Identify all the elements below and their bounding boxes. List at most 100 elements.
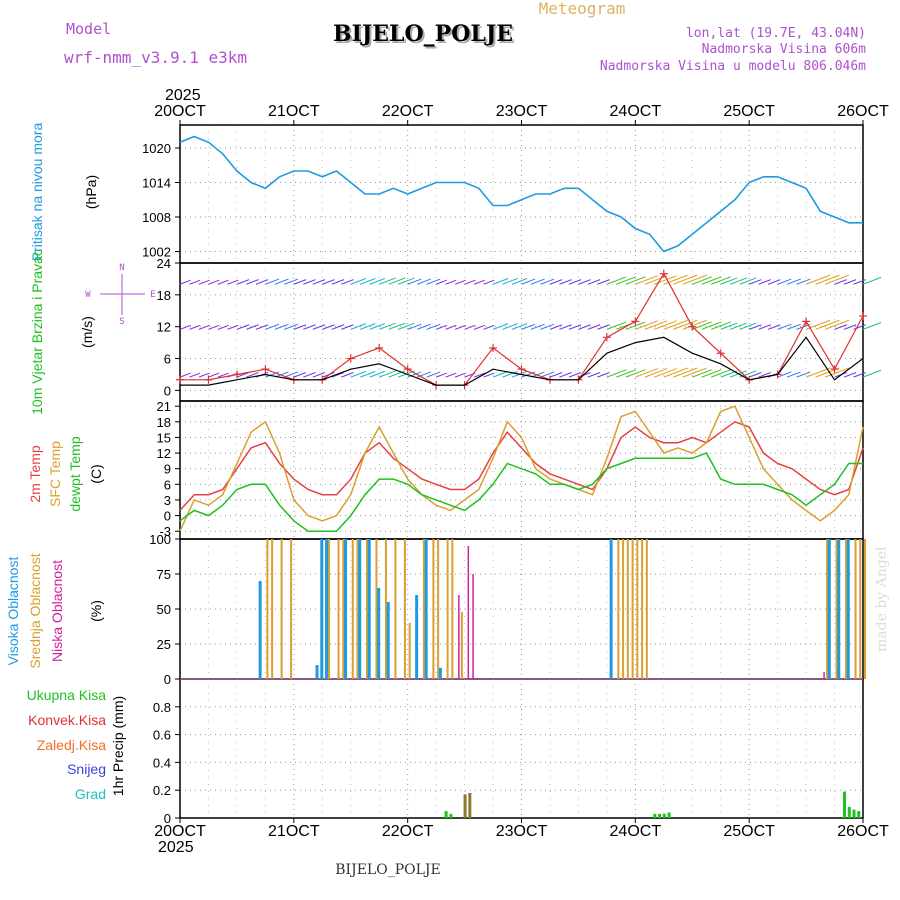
high-cloud-bar	[827, 539, 831, 679]
mid-cloud-bar	[271, 539, 274, 679]
wind-arrow	[284, 323, 299, 330]
ytick-label: 0	[164, 509, 171, 524]
wind-arrow	[843, 372, 857, 378]
wind-arrow	[331, 324, 345, 330]
wind-arrow	[568, 324, 582, 330]
wind-arrow	[293, 324, 307, 330]
wind-arrow	[388, 322, 406, 330]
wind-arrow	[473, 324, 485, 330]
wind-arrow	[511, 323, 528, 330]
high-cloud-bar	[609, 539, 613, 679]
ytick-label: 6	[164, 352, 171, 367]
wind-arrow	[673, 319, 698, 330]
wind-arrow	[303, 324, 316, 330]
gust-marker	[631, 317, 640, 326]
wind-arrow	[786, 371, 801, 378]
wind-arrow	[692, 276, 712, 285]
mid-cloud-bar	[645, 539, 648, 679]
wind-arrow	[198, 324, 210, 330]
precip-bar	[468, 792, 472, 818]
high-cloud-bar	[367, 539, 371, 679]
precip-bar	[449, 813, 453, 818]
wind-arrow	[578, 324, 591, 330]
wind-arrow	[701, 321, 722, 330]
wind-arrow	[843, 279, 857, 285]
wind-arrow	[777, 278, 792, 285]
wind-arrow	[227, 279, 239, 285]
wind-arrow	[492, 323, 509, 330]
wind-compass: N S W E	[85, 263, 155, 327]
wind-arrow	[426, 278, 441, 285]
legend-hail: Grad	[75, 786, 106, 802]
wind-arrow	[511, 278, 528, 285]
wind-ylabel: 10m Vjetar Brzina i Pravac	[29, 249, 45, 415]
mid-cloud-bar	[280, 539, 283, 679]
wind-arrow	[587, 324, 601, 330]
wind-arrow	[843, 324, 857, 330]
wind-arrow	[654, 320, 677, 330]
wind-arrow	[711, 369, 731, 378]
wind-arrow	[445, 279, 457, 285]
mid-cloud-bar	[328, 539, 331, 679]
wind-arrow	[635, 275, 658, 285]
high-cloud-bar	[846, 539, 850, 679]
wind-arrow	[673, 367, 698, 378]
legend-frozen: Zaledj.Kisa	[37, 737, 106, 753]
wind-arrow	[805, 367, 831, 378]
pressure-line	[179, 135, 863, 253]
gust-marker	[859, 312, 867, 321]
gust-marker	[204, 375, 213, 384]
wind-arrow	[360, 370, 376, 378]
mid-cloud-bar	[342, 539, 345, 679]
wind-arrow	[853, 324, 866, 330]
precip-bar	[653, 813, 657, 818]
wind-arrow	[388, 277, 406, 285]
wind-arrow	[208, 324, 220, 330]
wind-arrow	[369, 278, 385, 285]
high-cloud-bar	[377, 588, 381, 679]
wind-arrow	[473, 372, 485, 378]
wind-arrow	[767, 324, 781, 330]
compass-s: S	[119, 317, 124, 327]
watermark: made by Angel	[874, 546, 890, 652]
wind-arrow	[435, 324, 447, 330]
wind-arrow	[265, 323, 280, 330]
mid-cloud-bar	[375, 539, 378, 679]
wind-arrow	[492, 278, 509, 285]
wind-arrow	[625, 276, 646, 285]
wind-arrow	[682, 367, 707, 378]
x-label-bottom: 20OCT	[154, 823, 206, 840]
gust-marker	[688, 322, 697, 331]
wind-arrow	[644, 368, 668, 378]
ytick-label: 1020	[142, 141, 171, 156]
wind-arrow	[398, 322, 415, 330]
mid-cloud-bar	[622, 539, 625, 679]
wind-arrow	[786, 323, 801, 330]
mid-cloud-bar	[403, 539, 406, 679]
t2m-line	[179, 420, 864, 511]
wind-arrow	[777, 371, 792, 378]
gust-marker	[716, 349, 725, 358]
station-title: BIJELO_POLJE	[333, 21, 513, 47]
x-label-bottom: 26OCT	[837, 823, 889, 840]
wind-arrow	[274, 278, 289, 285]
wind-arrow	[217, 324, 229, 330]
high-cloud-bar	[344, 539, 348, 679]
wind-arrow	[435, 279, 447, 285]
wind-arrow	[673, 274, 698, 285]
wind-arrow	[246, 372, 259, 378]
high-cloud-bar	[424, 539, 428, 679]
ytick-label: 24	[157, 256, 171, 271]
precip-bar	[658, 813, 662, 818]
wind-arrow	[483, 372, 495, 378]
wind-arrow	[682, 319, 707, 330]
wind-arrow	[758, 279, 771, 285]
wind-arrow	[341, 372, 354, 378]
wind-arrow	[720, 322, 738, 330]
wind-arrow	[549, 279, 563, 285]
wind-arrow	[379, 370, 396, 378]
temp-ylabel-dewpt: dewpt Temp	[67, 436, 83, 511]
model-elevation: Nadmorska Visina u modelu 806.046m	[600, 59, 866, 74]
wind-arrow	[350, 370, 367, 378]
high-cloud-bar	[415, 595, 419, 679]
